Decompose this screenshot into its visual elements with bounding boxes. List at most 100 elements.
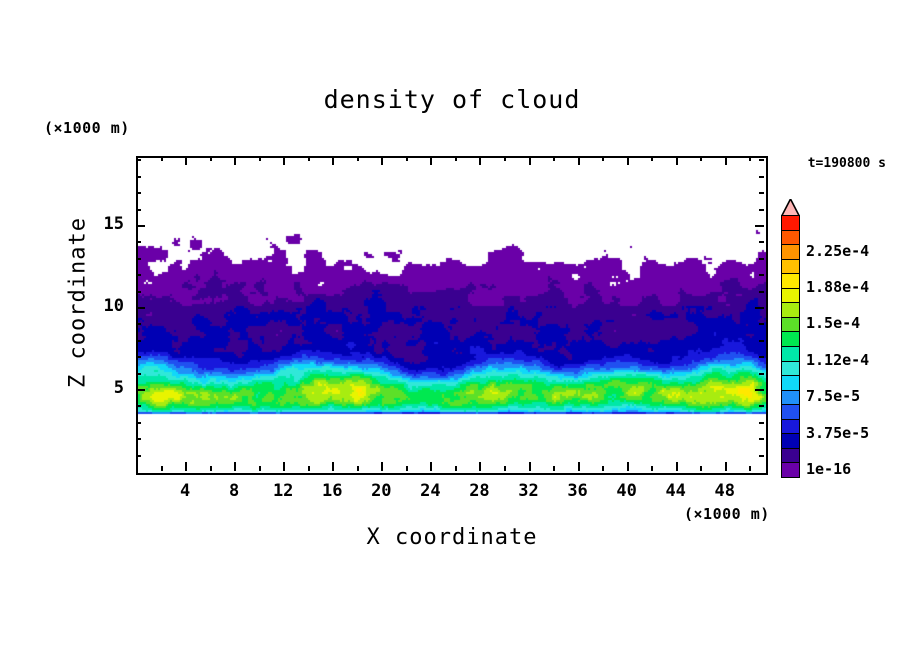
colorbar-band [781,403,800,420]
y-major-tick-right [755,306,764,309]
y-major-tick [136,388,145,391]
x-minor-tick-top [258,156,261,161]
y-minor-tick-right [759,323,764,326]
y-minor-tick-right [759,175,764,178]
x-minor-tick-top [307,156,310,161]
x-major-tick [479,462,482,471]
y-tick-label: 5 [113,377,124,398]
colorbar [781,214,800,478]
y-minor-tick [136,421,141,424]
colorbar-tick-label: 2.25e-4 [806,241,870,260]
y-minor-tick-right [759,421,764,424]
x-major-tick [577,462,580,471]
y-minor-tick [136,323,141,326]
colorbar-band [781,330,800,347]
x-major-tick [675,462,678,471]
y-minor-tick-right [759,454,764,457]
x-minor-tick [651,466,654,471]
y-minor-tick [136,372,141,375]
x-minor-tick [700,466,703,471]
x-minor-tick-top [602,156,605,161]
x-major-tick-top [479,156,482,165]
colorbar-band [781,374,800,391]
x-major-tick-top [430,156,433,165]
y-minor-tick [136,454,141,457]
x-minor-tick [553,466,556,471]
x-minor-tick [503,466,506,471]
chart-title: density of cloud [323,85,581,114]
x-minor-tick [356,466,359,471]
colorbar-tick-label: 1.12e-4 [806,350,870,369]
y-minor-tick [136,175,141,178]
y-minor-tick-right [759,192,764,195]
x-minor-tick [602,466,605,471]
x-minor-tick [160,466,163,471]
y-tick-label: 15 [103,213,124,234]
x-minor-tick-top [405,156,408,161]
x-major-tick [626,462,629,471]
x-major-tick-top [283,156,286,165]
y-minor-tick [136,159,141,162]
y-minor-tick-right [759,438,764,441]
colorbar-tick-label: 7.5e-5 [806,387,861,406]
colorbar-band [781,447,800,464]
y-minor-tick-right [759,372,764,375]
x-tick-label: 4 [179,481,191,501]
colorbar-band [781,272,800,289]
x-major-tick [724,462,727,471]
x-major-tick [381,462,384,471]
y-major-tick [136,306,145,309]
y-minor-tick [136,257,141,260]
colorbar-tick-label: 1.5e-4 [806,314,861,333]
x-major-tick-top [528,156,531,165]
colorbar-tick-label: 3.75e-5 [806,423,870,442]
x-tick-label: 36 [567,481,588,501]
y-minor-tick [136,290,141,293]
x-minor-tick-top [553,156,556,161]
colorbar-band [781,301,800,318]
x-tick-label: 24 [420,481,441,501]
y-minor-tick-right [759,274,764,277]
timestamp-annotation: t=190800 s [807,156,886,171]
x-tick-label: 28 [469,481,490,501]
x-minor-tick-top [454,156,457,161]
colorbar-band [781,243,800,260]
x-major-tick [430,462,433,471]
x-major-tick-top [626,156,629,165]
colorbar-tick-label: 1e-16 [806,459,852,478]
colorbar-band [781,214,800,231]
x-minor-tick [258,466,261,471]
x-major-tick [283,462,286,471]
x-major-tick-top [234,156,237,165]
x-minor-tick-top [160,156,163,161]
colorbar-band [781,461,800,478]
y-axis-units-label: (×1000 m) [44,119,130,137]
colorbar-band [781,345,800,362]
y-tick-label: 10 [103,295,124,316]
y-minor-tick [136,274,141,277]
colorbar-band [781,389,800,406]
y-minor-tick [136,356,141,359]
x-tick-label: 8 [229,481,240,501]
x-major-tick [332,462,335,471]
x-major-tick-top [724,156,727,165]
y-minor-tick [136,339,141,342]
y-minor-tick [136,208,141,211]
y-minor-tick-right [759,241,764,244]
x-tick-label: 12 [272,481,294,501]
x-major-tick-top [577,156,580,165]
x-tick-label: 40 [616,481,637,501]
y-major-tick-right [755,388,764,391]
colorbar-band [781,432,800,449]
colorbar-band [781,229,800,246]
contour-field [138,158,766,473]
x-minor-tick [405,466,408,471]
x-major-tick [528,462,531,471]
x-minor-tick-top [503,156,506,161]
x-major-tick [234,462,237,471]
x-major-tick-top [675,156,678,165]
colorbar-band [781,316,800,333]
y-minor-tick [136,438,141,441]
x-axis-title: X coordinate [366,525,538,550]
